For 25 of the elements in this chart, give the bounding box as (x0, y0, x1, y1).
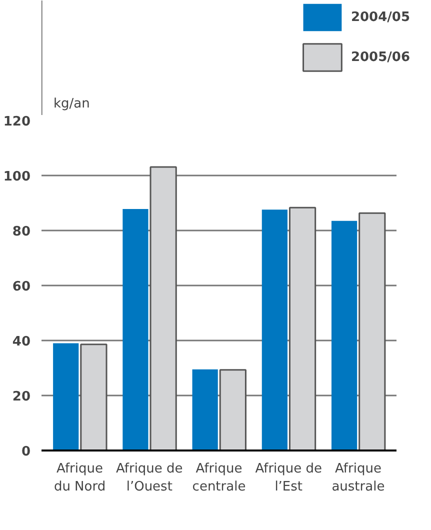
y-tick-label: 60 (12, 280, 31, 294)
y-axis-title: kg/an (54, 96, 90, 112)
legend-label: 2004/05 (350, 10, 410, 24)
x-tick-label: Afrique de l’Ouest (116, 462, 183, 494)
y-tick-label: 40 (12, 334, 31, 350)
bar (262, 210, 288, 450)
bar (219, 369, 246, 450)
bar (288, 206, 316, 450)
bar (192, 369, 218, 450)
y-tick-label: 120 (3, 114, 31, 130)
x-tick-label: Afrique de l’Est (255, 462, 322, 494)
bar (122, 209, 148, 450)
bar (150, 166, 177, 450)
legend-label: 2005/06 (350, 50, 410, 64)
y-tick-label: 100 (3, 170, 31, 184)
bar (80, 344, 108, 450)
bar (53, 343, 79, 450)
bar (331, 220, 358, 450)
y-tick-label: 20 (12, 390, 31, 404)
bar (358, 212, 386, 450)
x-tick-label: Afrique australe (332, 462, 385, 494)
y-tick-label: 80 (12, 224, 31, 240)
x-tick-label: Afrique du Nord (54, 462, 106, 494)
y-tick-label: 0 (21, 444, 30, 460)
x-tick-label: Afrique centrale (192, 462, 246, 494)
